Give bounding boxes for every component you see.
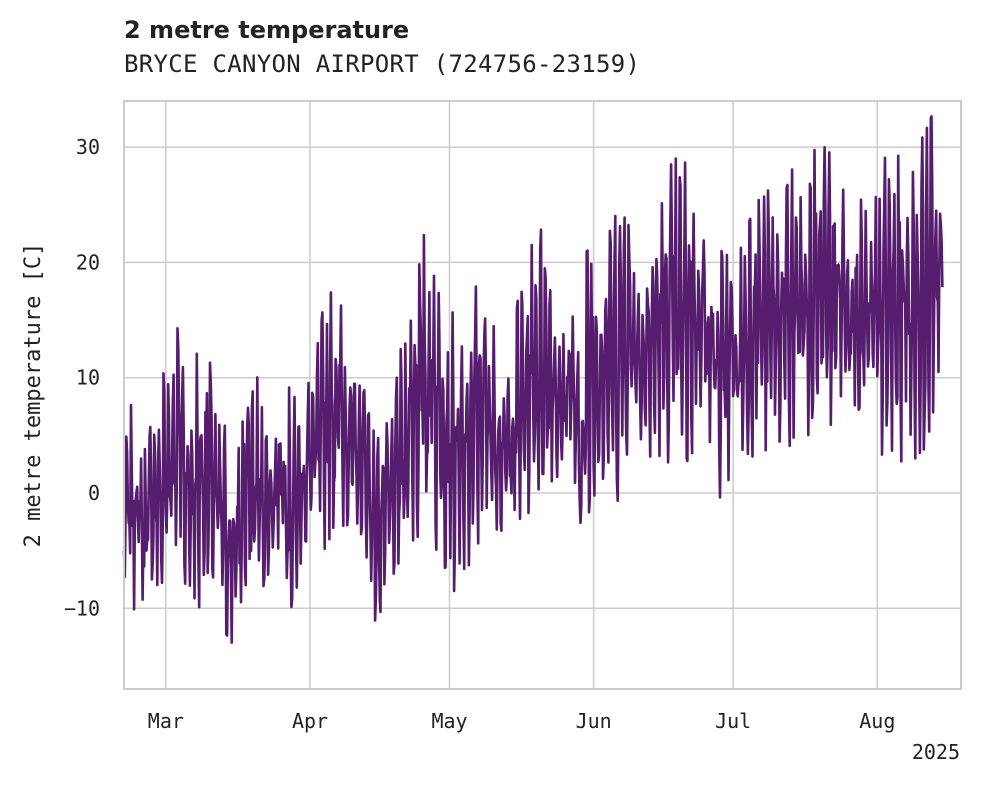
x-tick-label: Apr (292, 709, 328, 733)
y-tick-label: 20 (76, 250, 100, 274)
chart-title: 2 metre temperature (124, 16, 410, 44)
x-tick-label: Mar (148, 709, 184, 733)
y-tick-label: −10 (64, 596, 100, 620)
y-axis-label: 2 metre temperature [C] (21, 243, 46, 548)
y-tick-label: 0 (88, 481, 100, 505)
x-tick-label: Jun (576, 709, 612, 733)
x-tick-label: Aug (859, 709, 895, 733)
y-tick-label: 30 (76, 135, 100, 159)
plot-frame (123, 100, 962, 690)
x-tick-label: Jul (715, 709, 751, 733)
x-tick-label: May (431, 709, 467, 733)
chart-subtitle: BRYCE CANYON AIRPORT (724756-23159) (124, 50, 641, 78)
temperature-series-line (122, 115, 944, 644)
x-year-label: 2025 (912, 740, 960, 764)
y-tick-label: 10 (76, 366, 100, 390)
